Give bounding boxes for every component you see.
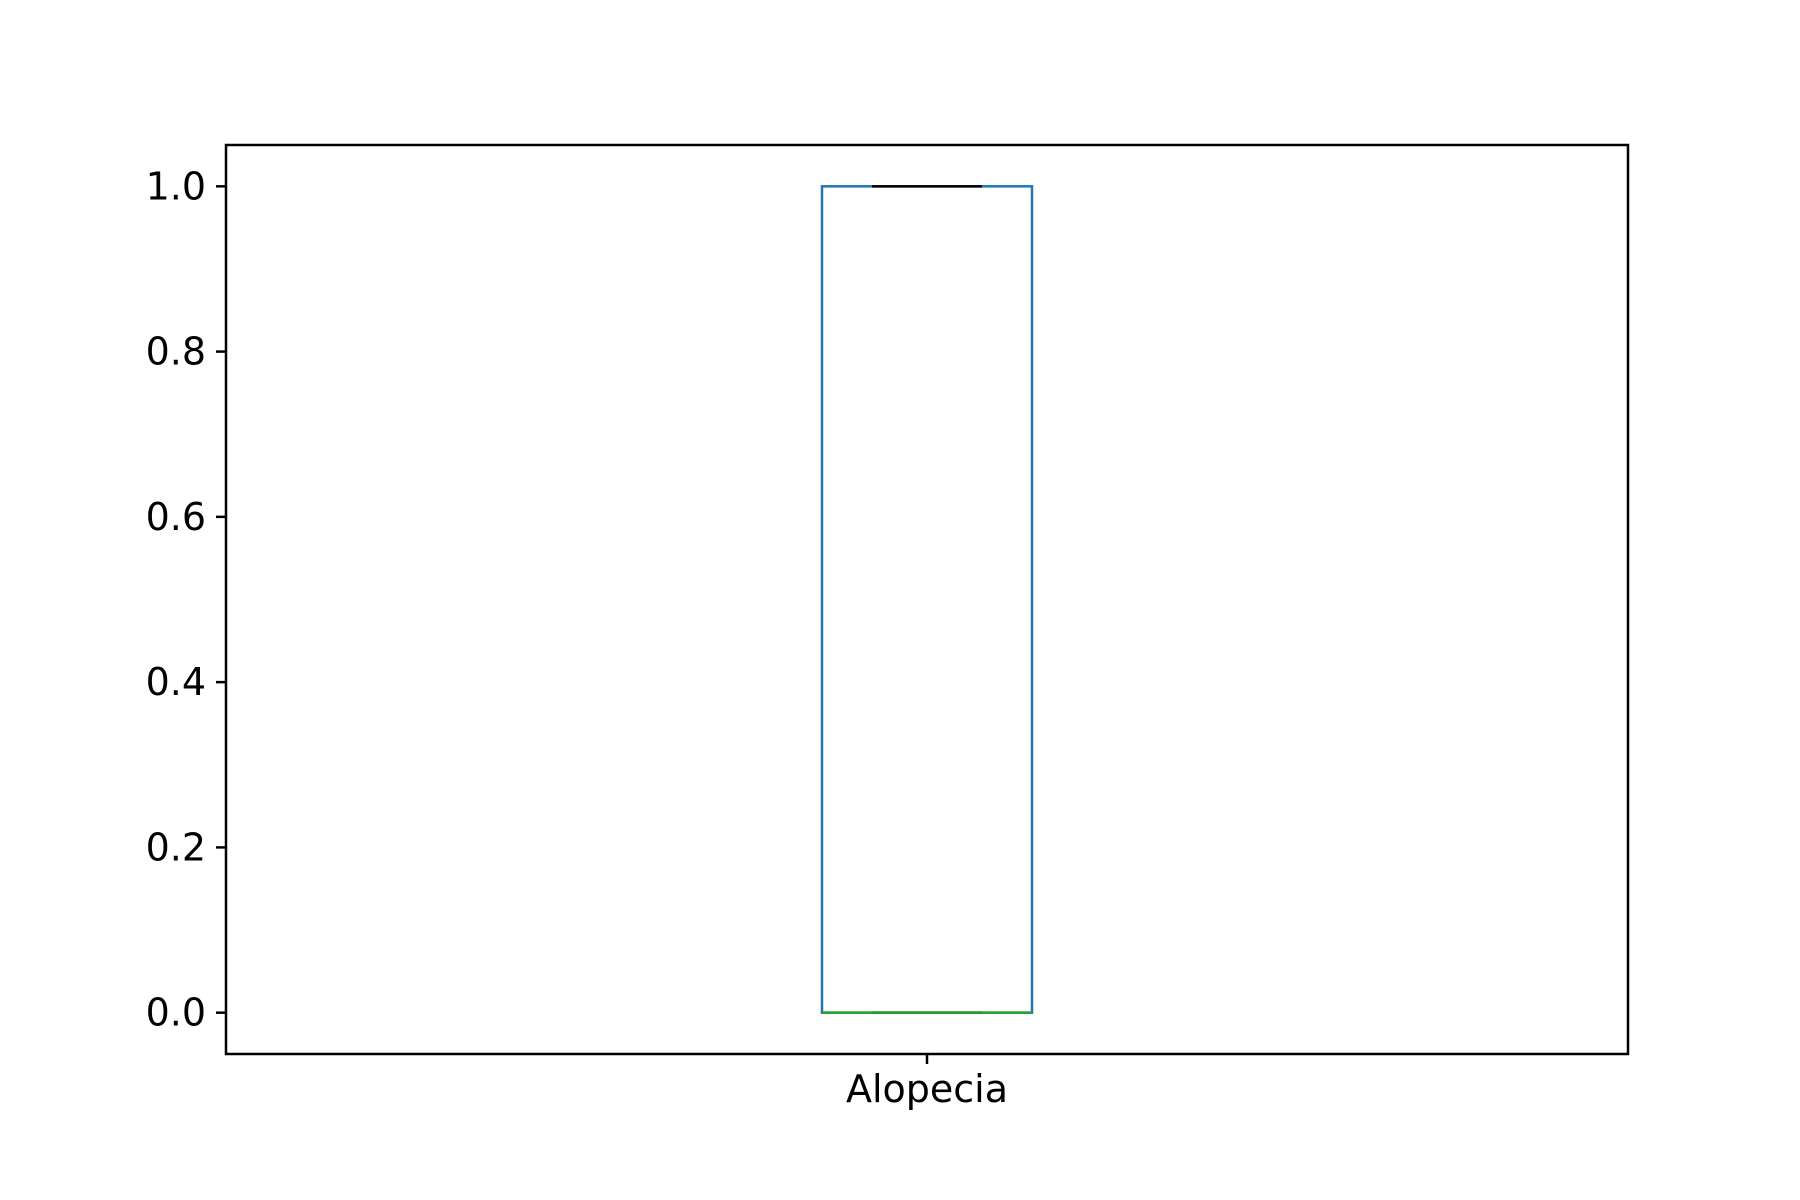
x-axis: Alopecia	[846, 1054, 1008, 1111]
y-axis: 0.0 0.2 0.4 0.6 0.8 1.0	[146, 164, 226, 1035]
y-tick-label: 0.6	[146, 495, 206, 539]
x-tick-label: Alopecia	[846, 1067, 1008, 1111]
y-tick-label: 0.8	[146, 330, 206, 374]
y-tick-label: 1.0	[146, 164, 206, 208]
axes-frame	[224, 143, 1630, 1056]
plot-area	[820, 185, 1034, 1014]
y-tick-label: 0.0	[146, 991, 206, 1035]
y-tick-label: 0.2	[146, 825, 206, 869]
y-tick-label: 0.4	[146, 660, 206, 704]
